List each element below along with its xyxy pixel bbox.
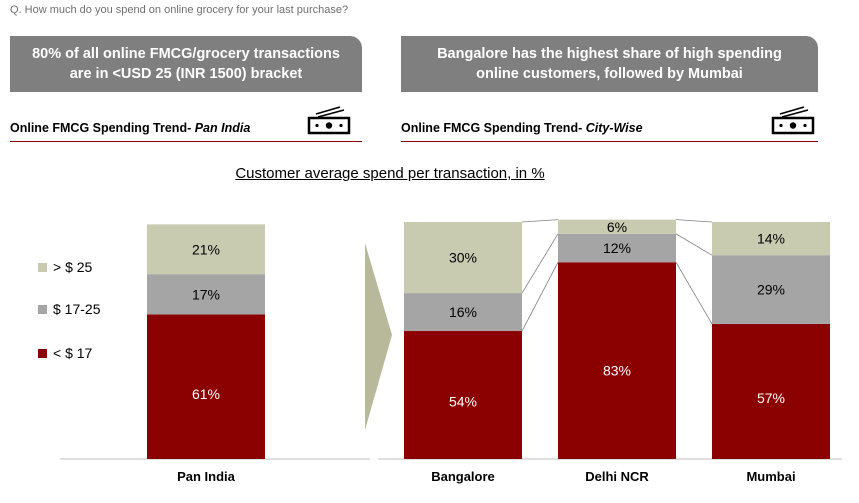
legend-label-high: > $ 25 <box>53 259 93 275</box>
connector-line <box>521 219 559 223</box>
section-title-left-emph: Pan India <box>194 121 251 135</box>
data-label-delhi-ncr-0: 83% <box>603 362 631 378</box>
connector-line <box>675 219 713 223</box>
survey-question: Q. How much do you spend on online groce… <box>10 4 349 16</box>
data-label-bangalore-1: 16% <box>449 304 477 320</box>
data-label-delhi-ncr-1: 12% <box>603 240 631 256</box>
connector-line <box>521 233 559 294</box>
section-rule-left <box>10 141 362 142</box>
category-label-bangalore: Bangalore <box>431 469 495 484</box>
banner-left-line2: are in <USD 25 (INR 1500) bracket <box>69 66 303 82</box>
section-title-right-emph: City-Wise <box>585 121 643 135</box>
bar-segment-mumbai-0 <box>712 323 830 459</box>
data-label-pan-india-0: 61% <box>192 386 220 402</box>
section-title-city-wise: Online FMCG Spending Trend- City-Wise <box>401 121 643 135</box>
banner-left-line1: 80% of all online FMCG/grocery transacti… <box>32 46 340 62</box>
category-label-pan-india: Pan India <box>177 469 236 484</box>
legend-label-low: < $ 17 <box>53 345 93 361</box>
data-label-pan-india-2: 21% <box>192 241 220 257</box>
category-label-delhi-ncr: Delhi NCR <box>585 469 649 484</box>
bar-segment-delhi-ncr-0 <box>558 262 676 459</box>
data-label-pan-india-1: 17% <box>192 286 220 302</box>
bar-segment-pan-india-2 <box>147 224 265 275</box>
legend-label-mid: $ 17-25 <box>53 301 101 317</box>
data-label-mumbai-0: 57% <box>757 390 785 406</box>
legend-swatch-high <box>38 262 47 272</box>
data-label-mumbai-2: 14% <box>757 231 785 247</box>
data-label-bangalore-0: 54% <box>449 393 477 409</box>
legend-item-low: < $ 17 <box>38 345 92 361</box>
money-icon <box>771 106 815 135</box>
connector-lines <box>521 219 713 332</box>
bar-segment-bangalore-1 <box>404 293 522 332</box>
chart-title: Customer average spend per transaction, … <box>235 165 545 182</box>
data-label-bangalore-2: 30% <box>449 250 477 266</box>
connector-line <box>521 262 559 332</box>
chevron-arrow-icon <box>365 243 392 430</box>
legend-swatch-mid <box>38 304 47 314</box>
section-rule-right <box>401 141 818 142</box>
banner-city-insight: Bangalore has the highest share of high … <box>401 36 818 92</box>
legend-swatch-low <box>38 348 47 358</box>
category-label-mumbai: Mumbai <box>746 469 795 484</box>
bar-segment-pan-india-0 <box>147 314 265 459</box>
banner-pan-india-insight: 80% of all online FMCG/grocery transacti… <box>10 36 362 92</box>
data-label-mumbai-1: 29% <box>757 282 785 298</box>
bar-segment-bangalore-0 <box>404 331 522 459</box>
bar-segment-mumbai-2 <box>712 222 830 256</box>
bar-segment-bangalore-2 <box>404 222 522 294</box>
bar-segment-delhi-ncr-1 <box>558 233 676 263</box>
connector-line <box>675 262 713 325</box>
connector-line <box>675 233 713 256</box>
bar-segment-mumbai-1 <box>712 255 830 324</box>
money-icon <box>307 106 351 135</box>
section-title-pan-india: Online FMCG Spending Trend- Pan India <box>10 121 250 135</box>
banner-right-line1: Bangalore has the highest share of high … <box>437 46 782 62</box>
section-title-left-prefix: Online FMCG Spending Trend- <box>10 121 195 135</box>
bar-segment-delhi-ncr-2 <box>558 219 676 234</box>
legend-item-high: > $ 25 <box>38 259 92 275</box>
data-label-delhi-ncr-2: 6% <box>607 219 627 235</box>
section-title-right-prefix: Online FMCG Spending Trend- <box>401 121 586 135</box>
banner-right-line2: online customers, followed by Mumbai <box>476 66 743 82</box>
legend-item-mid: $ 17-25 <box>38 301 100 317</box>
bar-segment-pan-india-1 <box>147 274 265 315</box>
